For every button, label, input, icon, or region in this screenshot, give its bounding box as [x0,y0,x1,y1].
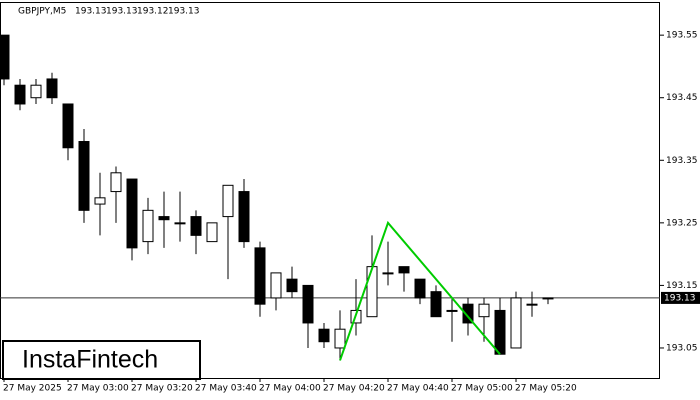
x-tick-label: 27 May 04:20 [323,384,385,394]
x-tick-label: 27 May 04:00 [259,384,321,394]
x-tick-label: 27 May 03:40 [195,384,257,394]
candle-body [46,78,58,99]
y-tick-label: 193.45 [666,93,698,103]
candle-body [158,216,170,221]
x-tick-label: 27 May 05:20 [515,384,577,394]
last-price-label: 193.13 [664,293,696,303]
candle-body [0,34,10,80]
candle-body [446,309,458,312]
candle-body [462,303,474,324]
candle-body [14,84,26,105]
candle-body [318,328,330,343]
candle-body [110,172,122,193]
header-value: 193.13 [168,7,200,17]
y-tick-label: 193.35 [666,156,698,166]
candle-body [510,297,522,349]
candle-body [526,303,538,306]
candle-body [142,209,154,243]
x-tick-label: 27 May 03:20 [131,384,193,394]
x-tick-label: 27 May 2025 [3,384,62,394]
last-price-box [661,291,700,304]
candle-body [334,328,346,349]
y-tick-label: 193.55 [666,31,698,41]
candle-body [62,103,74,149]
candle-body [254,247,266,305]
candle-body [382,272,394,275]
candle-body [94,197,106,205]
x-tick-label: 27 May 04:40 [387,384,449,394]
candle-body [174,222,186,225]
y-tick-label: 193.15 [666,281,698,291]
candle-body [270,272,282,299]
candle-body [366,266,378,318]
candle-body [302,284,314,324]
candle-body [126,178,138,249]
candle-body [414,278,426,299]
candle-body [398,266,410,274]
plot-frame [0,2,660,379]
candle-body [286,278,298,293]
logo: InstaFintech [22,346,158,374]
pattern-line [339,220,501,361]
header-value: 193.12 [137,7,169,17]
chart-title: GBPJPY,M5 [18,7,66,17]
candle-body [222,184,234,218]
logo-box [2,340,201,380]
candle-body [30,84,42,99]
candle-body [542,297,554,300]
y-tick-label: 193.25 [666,218,698,228]
candle-body [478,303,490,318]
candle-body [190,216,202,236]
x-tick-label: 27 May 05:00 [451,384,513,394]
candle-body [494,309,506,355]
header-value: 193.13 [75,7,107,17]
candle-body [430,291,442,318]
candle-body [238,191,250,243]
candle-body [78,141,90,211]
y-tick-label: 193.05 [666,343,698,353]
header-value: 193.13 [106,7,138,17]
x-tick-label: 27 May 03:00 [67,384,129,394]
candle-body [206,222,218,243]
